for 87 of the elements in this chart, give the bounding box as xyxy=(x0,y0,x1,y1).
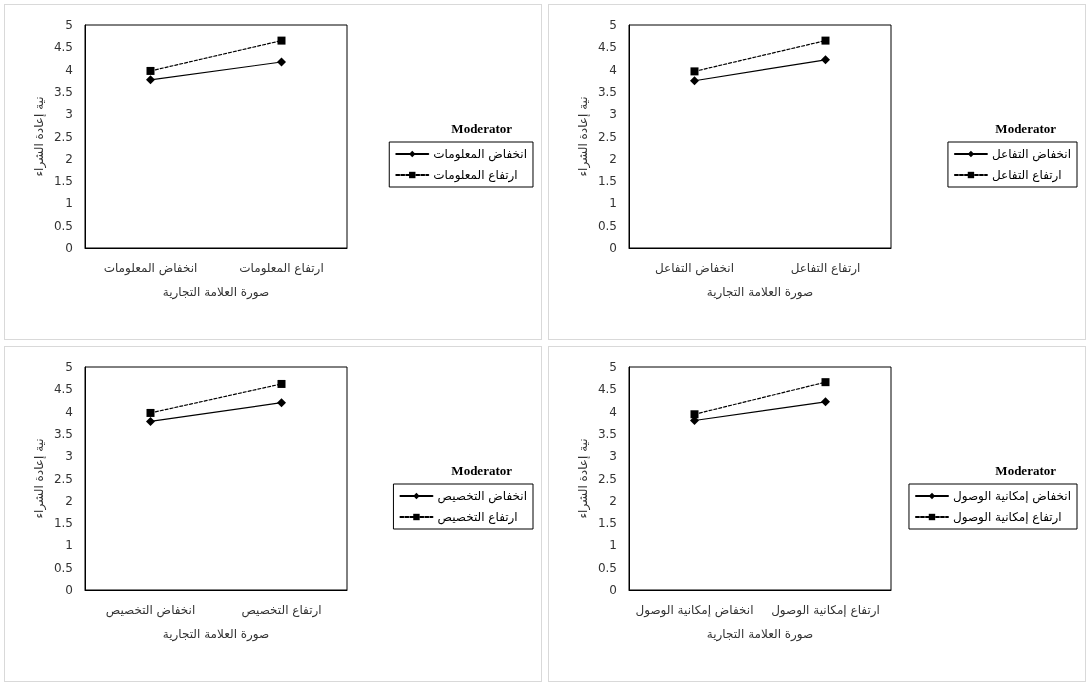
point xyxy=(821,55,830,65)
y-tick-label: 0 xyxy=(65,241,73,255)
point xyxy=(690,410,699,419)
point xyxy=(821,378,830,387)
point xyxy=(821,397,830,407)
y-tick-label: 3 xyxy=(65,107,73,122)
y-tick-label: 1 xyxy=(65,196,73,211)
y-tick-label: 4 xyxy=(65,404,73,419)
x-tick-label: ارتفاع المعلومات xyxy=(239,261,324,276)
y-axis-title: نية إعادة الشراء xyxy=(576,96,591,177)
x-tick-label: ارتفاع التفاعل xyxy=(790,261,861,276)
y-tick-label: 1 xyxy=(609,196,617,211)
y-tick-label: 2.5 xyxy=(597,129,617,144)
y-tick-label: 2.5 xyxy=(53,129,73,144)
y-tick-label: 2 xyxy=(609,151,617,166)
y-tick-label: 3.5 xyxy=(597,84,617,99)
y-tick-label: 5 xyxy=(609,360,617,374)
point xyxy=(690,76,699,86)
x-tick-label: انخفاض إمكانية الوصول xyxy=(635,603,754,618)
y-tick-label: 3.5 xyxy=(53,426,73,441)
y-tick-label: 3 xyxy=(609,449,617,464)
point xyxy=(277,379,286,388)
y-axis-title: نية إعادة الشراء xyxy=(32,438,47,519)
point xyxy=(277,36,286,45)
y-tick-label: 0 xyxy=(609,583,617,597)
y-tick-label: 5 xyxy=(65,360,73,374)
y-tick-label: 5 xyxy=(609,18,617,32)
y-axis-title: نية إعادة الشراء xyxy=(32,96,47,177)
y-tick-label: 3 xyxy=(65,449,73,464)
legend-title: Moderator xyxy=(451,463,513,478)
y-axis-title: نية إعادة الشراء xyxy=(576,438,591,519)
y-tick-label: 2.5 xyxy=(597,471,617,486)
point xyxy=(146,75,155,85)
y-tick-label: 1 xyxy=(65,538,73,553)
point xyxy=(146,66,155,75)
point xyxy=(146,408,155,417)
y-tick-label: 2 xyxy=(65,493,73,508)
x-axis-title: صورة العلامة التجارية xyxy=(706,285,814,300)
y-tick-label: 4.5 xyxy=(597,40,617,55)
y-tick-label: 0.5 xyxy=(597,218,617,233)
y-tick-label: 5 xyxy=(65,18,73,32)
legend-label: ارتفاع التخصيص xyxy=(437,510,518,525)
y-tick-label: 4 xyxy=(609,404,617,419)
legend-label: انخفاض إمكانية الوصول xyxy=(952,489,1072,504)
legend-title: Moderator xyxy=(451,121,513,136)
y-tick-label: 3 xyxy=(609,107,617,122)
y-tick-label: 0.5 xyxy=(597,560,617,575)
y-tick-label: 2 xyxy=(609,493,617,508)
legend-label: ارتفاع التفاعل xyxy=(991,168,1062,183)
legend-title: Moderator xyxy=(995,121,1057,136)
point xyxy=(821,36,830,45)
y-tick-label: 1.5 xyxy=(597,516,617,531)
y-tick-label: 4.5 xyxy=(53,382,73,397)
x-tick-label: انخفاض التفاعل xyxy=(654,261,735,276)
y-tick-label: 1.5 xyxy=(53,174,73,189)
point xyxy=(146,416,155,426)
y-tick-label: 1.5 xyxy=(597,174,617,189)
y-tick-label: 1.5 xyxy=(53,516,73,531)
y-tick-label: 1 xyxy=(609,538,617,553)
y-tick-label: 4.5 xyxy=(53,40,73,55)
x-tick-label: ارتفاع التخصيص xyxy=(241,603,322,618)
legend-label: انخفاض المعلومات xyxy=(433,147,528,162)
y-tick-label: 0 xyxy=(609,241,617,255)
y-tick-label: 0.5 xyxy=(53,560,73,575)
legend-label: ارتفاع إمكانية الوصول xyxy=(952,510,1062,525)
x-axis-title: صورة العلامة التجارية xyxy=(162,285,270,300)
point xyxy=(277,398,286,408)
legend-label: ارتفاع المعلومات xyxy=(433,168,518,183)
y-tick-label: 4.5 xyxy=(597,382,617,397)
x-tick-label: انخفاض التخصيص xyxy=(105,603,196,618)
y-tick-label: 0.5 xyxy=(53,218,73,233)
point xyxy=(690,67,699,76)
x-axis-title: صورة العلامة التجارية xyxy=(162,627,270,642)
legend-label: انخفاض التخصيص xyxy=(437,489,528,504)
y-tick-label: 0 xyxy=(65,583,73,597)
x-tick-label: ارتفاع إمكانية الوصول xyxy=(771,603,880,618)
legend-title: Moderator xyxy=(995,463,1057,478)
x-axis-title: صورة العلامة التجارية xyxy=(706,627,814,642)
x-tick-label: انخفاض المعلومات xyxy=(103,261,198,276)
y-tick-label: 2 xyxy=(65,151,73,166)
y-tick-label: 4 xyxy=(609,62,617,77)
y-tick-label: 2.5 xyxy=(53,471,73,486)
y-tick-label: 3.5 xyxy=(597,426,617,441)
legend-label: انخفاض التفاعل xyxy=(991,147,1072,162)
y-tick-label: 3.5 xyxy=(53,84,73,99)
y-tick-label: 4 xyxy=(65,62,73,77)
point xyxy=(277,57,286,67)
